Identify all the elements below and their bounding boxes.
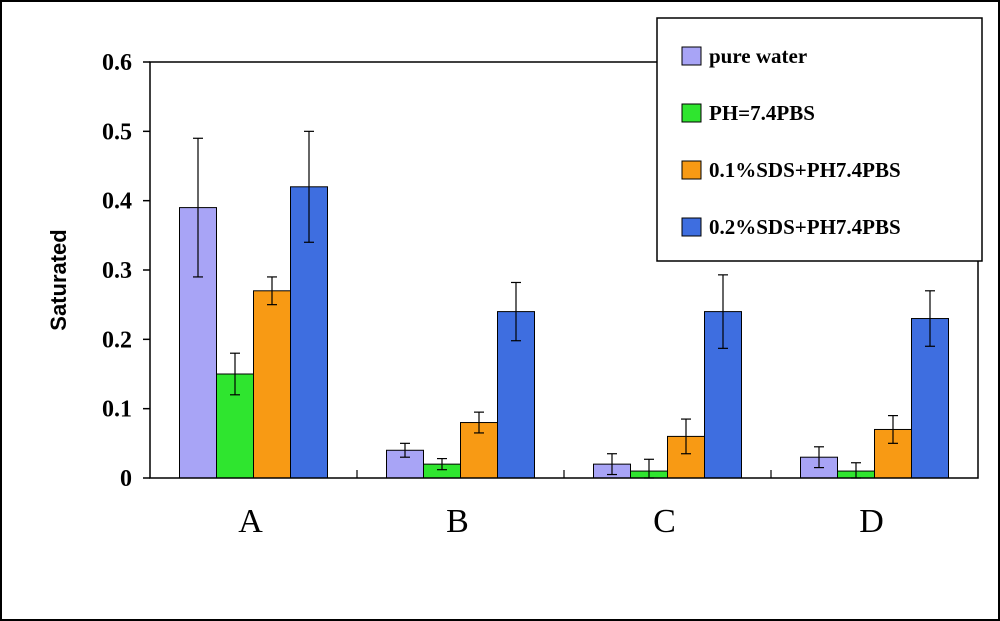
- legend-label: PH=7.4PBS: [709, 101, 815, 125]
- y-tick-label: 0.4: [102, 189, 132, 215]
- bars-layer: [179, 130, 949, 479]
- y-tick-label: 0.6: [102, 50, 132, 76]
- x-tick-label: D: [859, 503, 884, 540]
- legend-label: pure water: [709, 44, 807, 68]
- x-tick-label: A: [238, 503, 263, 540]
- x-tick-label: C: [653, 503, 676, 540]
- legend-label: 0.2%SDS+PH7.4PBS: [709, 215, 901, 239]
- y-tick-label: 0: [120, 466, 132, 492]
- x-tick-label: B: [446, 503, 469, 540]
- legend-label: 0.1%SDS+PH7.4PBS: [709, 158, 901, 182]
- y-tick-label: 0.5: [102, 119, 132, 145]
- legend-swatch: [681, 160, 702, 180]
- legend-swatch: [681, 46, 702, 66]
- legend-swatch: [681, 103, 702, 123]
- legend-swatch: [681, 217, 702, 237]
- legend: pure water PH=7.4PBS 0.1%SDS+PH7.4PBS 0.2%S…: [656, 17, 983, 262]
- y-axis: 0 0.1 0.2 0.3 0.4 0.5 0.6: [102, 50, 150, 492]
- y-tick-label: 0.2: [102, 327, 132, 353]
- y-axis-label: Saturated: [46, 229, 71, 330]
- legend-box: [656, 17, 983, 262]
- x-axis: A B C D: [238, 470, 884, 540]
- y-tick-label: 0.1: [102, 397, 132, 423]
- y-tick-label: 0.3: [102, 258, 132, 284]
- bar: [253, 290, 291, 479]
